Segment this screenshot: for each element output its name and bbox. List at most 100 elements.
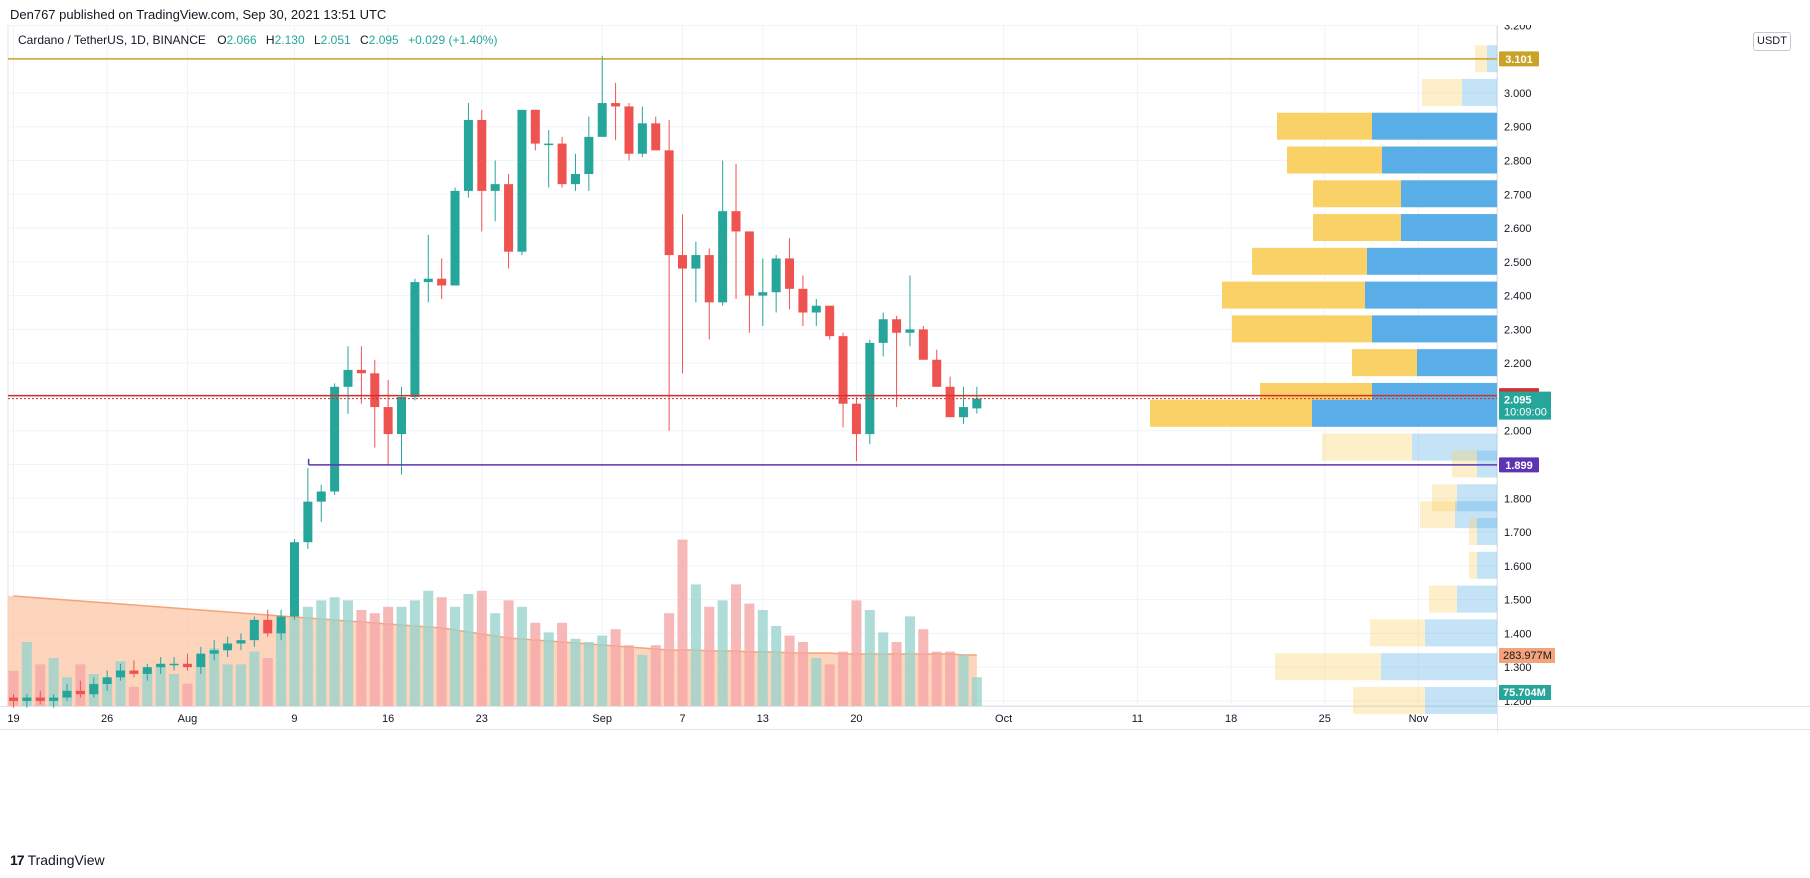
volume-profile-up-bar (1425, 619, 1497, 647)
x-tick-label: 20 (850, 713, 862, 725)
volume-profile-down-bar (1353, 686, 1425, 714)
candle-up (249, 619, 259, 641)
candle-down (892, 319, 902, 333)
candle-up (570, 174, 580, 185)
volume-bar-up (757, 610, 768, 706)
volume-bar-down (824, 664, 835, 706)
volume-profile-down-bar (1469, 518, 1477, 546)
y-tick-label: 2.000 (1504, 426, 1532, 438)
candle-up (450, 190, 460, 286)
candle-down (798, 288, 808, 313)
volume-bar-down (918, 629, 929, 706)
volume-bar-up (115, 661, 126, 706)
volume-bar-up (343, 600, 353, 706)
y-tick-label: 2.200 (1504, 358, 1532, 370)
volume-profile-down-bar (1222, 281, 1365, 309)
volume-bar-up (316, 600, 327, 706)
volume-bar-up (463, 594, 474, 706)
x-tick-label: Oct (995, 713, 1012, 725)
candle-up (972, 398, 982, 409)
volume-bar-up (543, 632, 554, 706)
volume-profile-up-bar (1372, 112, 1497, 140)
volume-profile-down-bar (1150, 399, 1312, 427)
candle-up (316, 491, 326, 502)
candle-up (89, 684, 99, 695)
volume-bar-down (731, 584, 742, 706)
volume-bar-down (623, 645, 634, 706)
volume-profile-down-bar (1252, 247, 1367, 275)
volume-profile-up-bar (1457, 585, 1497, 613)
x-tick-label: Nov (1409, 713, 1429, 725)
candle-down (825, 305, 835, 337)
x-tick-label: 7 (679, 713, 685, 725)
candle-down (838, 336, 848, 404)
volume-bar-down (369, 613, 380, 706)
x-tick-label: 9 (291, 713, 297, 725)
candle-down (129, 670, 139, 674)
volume-profile-up-bar (1365, 281, 1497, 309)
y-tick-label: 2.900 (1504, 122, 1532, 134)
candle-up (289, 542, 299, 617)
candle-down (9, 697, 18, 701)
volume-bar-up (864, 610, 875, 706)
volume-bar-down (650, 645, 661, 706)
candle-up (397, 396, 407, 435)
candle-down (182, 663, 192, 668)
x-tick-label: 26 (101, 713, 113, 725)
volume-bar-down (945, 651, 956, 706)
candle-down (557, 143, 567, 185)
candle-up (637, 123, 647, 154)
volume-bar-up (771, 626, 782, 706)
high-value: 2.130 (274, 33, 305, 47)
volume-profile-up-bar (1417, 349, 1497, 377)
y-tick-label: 1.300 (1504, 662, 1532, 674)
volume-bar-up (302, 606, 313, 706)
candle-up (597, 103, 607, 137)
volume-bar-up (597, 635, 608, 706)
x-tick-label: 23 (476, 713, 488, 725)
candle-down (504, 184, 514, 252)
volume-profile-down-bar (1277, 112, 1372, 140)
volume-bar-up (289, 618, 300, 706)
volume-bar-down (784, 635, 795, 706)
volume-bar-up (396, 606, 407, 706)
candle-up (517, 109, 527, 252)
y-tick-label: 3.200 (1504, 25, 1532, 32)
candle-down (477, 119, 487, 191)
currency-button[interactable]: USDT (1753, 32, 1791, 51)
candle-up (223, 643, 233, 651)
last-price-badge (1499, 391, 1551, 420)
low-value: 2.051 (320, 33, 351, 47)
close-value: 2.095 (368, 33, 399, 47)
volume-bar-down (557, 622, 568, 706)
level-label-gold-bg (1499, 51, 1539, 67)
volume-bar-up (102, 680, 113, 706)
candle-up (718, 211, 728, 303)
volume-profile-up-bar (1477, 518, 1497, 546)
y-tick-label: 2.800 (1504, 155, 1532, 167)
volume-bar-up (169, 674, 180, 706)
y-tick-label: 1.400 (1504, 628, 1532, 640)
y-tick-label: 1.700 (1504, 527, 1532, 539)
volume-bar-down (436, 597, 447, 706)
x-tick-label: 16 (382, 713, 394, 725)
y-tick-label: 2.600 (1504, 223, 1532, 235)
countdown-label: 10:09:00 (1504, 407, 1547, 419)
candle-up (236, 640, 246, 644)
footer-brand[interactable]: 17 TradingView (10, 852, 105, 868)
y-tick-label: 3.000 (1504, 88, 1532, 100)
level-label-purple-bg (1499, 457, 1539, 473)
volume-bar-down (704, 606, 715, 706)
change-value: +0.029 (+1.40%) (408, 33, 498, 47)
price-chart[interactable]: 1.2001.3001.4001.5001.6001.7001.8001.900… (0, 25, 1810, 845)
volume-profile-up-bar (1401, 180, 1497, 208)
volume-bar-up (450, 606, 461, 706)
candle-up (209, 650, 219, 654)
brand-name: TradingView (27, 852, 105, 868)
volume-profile-down-bar (1422, 78, 1462, 106)
candle-down (624, 106, 634, 154)
volume-bar-up (717, 600, 728, 706)
volume-bar-up (195, 667, 206, 706)
volume-bar-up (249, 651, 260, 706)
volume-bar-down (744, 603, 755, 706)
